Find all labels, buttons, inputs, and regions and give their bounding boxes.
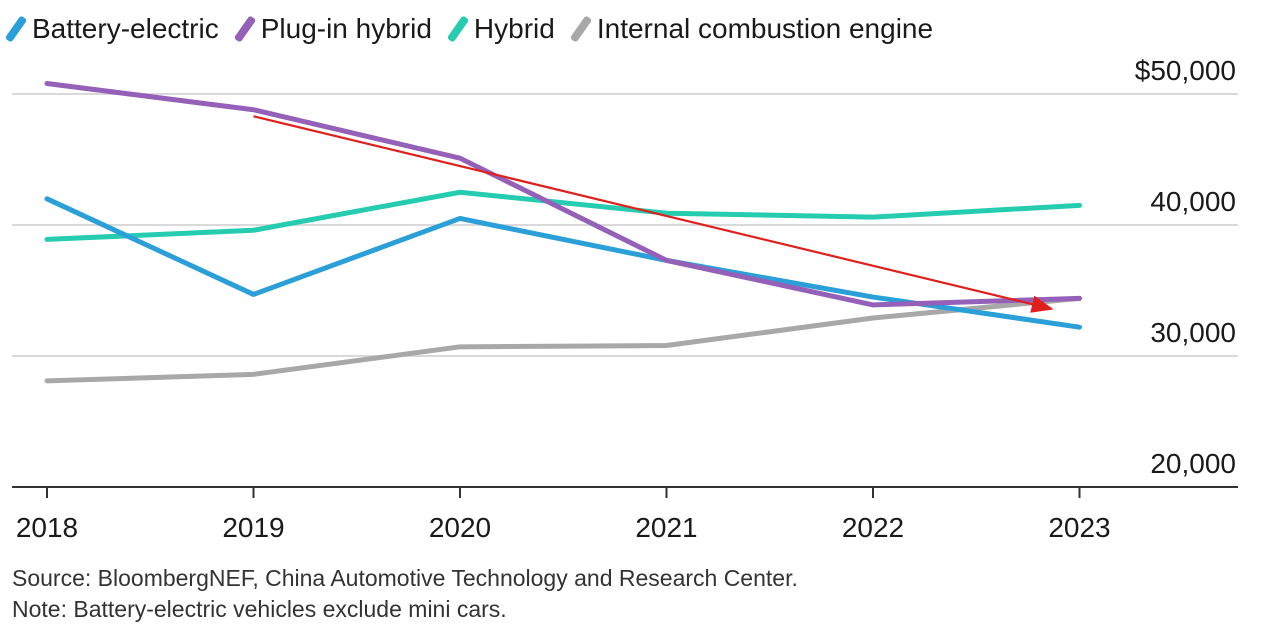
legend-item: Internal combustion engine bbox=[569, 13, 934, 45]
gridlines bbox=[12, 93, 1238, 357]
legend-item: Battery-electric bbox=[4, 13, 219, 45]
x-tick-label: 2020 bbox=[429, 512, 491, 543]
x-tick-label: 2023 bbox=[1048, 512, 1110, 543]
x-tick-label: 2022 bbox=[842, 512, 904, 543]
trend-arrow bbox=[253, 115, 1054, 313]
legend-label: Internal combustion engine bbox=[596, 13, 934, 44]
y-tick-label: 20,000 bbox=[1150, 448, 1236, 479]
footnote: Note: Battery-electric vehicles exclude … bbox=[12, 596, 507, 622]
y-tick-label: 40,000 bbox=[1150, 186, 1236, 217]
chart-notes: Source: BloombergNEF, China Automotive T… bbox=[12, 563, 798, 625]
legend-item: Plug-in hybrid bbox=[233, 13, 432, 45]
legend-label: Hybrid bbox=[473, 13, 555, 44]
legend-label: Plug-in hybrid bbox=[260, 13, 432, 44]
x-tick-label: 2021 bbox=[635, 512, 697, 543]
x-tick-label: 2018 bbox=[16, 512, 78, 543]
series-line bbox=[44, 81, 1082, 308]
series-line bbox=[44, 189, 1082, 242]
x-axis: 2018 2019 2020 2021 2022 2023 bbox=[12, 486, 1238, 543]
y-tick-label: $50,000 bbox=[1135, 55, 1236, 86]
legend-label: Battery-electric bbox=[32, 13, 219, 44]
annotation bbox=[253, 115, 1054, 313]
source-note: Source: BloombergNEF, China Automotive T… bbox=[12, 565, 798, 591]
chart-legend: Battery-electric Plug-in hybrid Hybrid Inte… bbox=[4, 8, 934, 50]
series-line bbox=[44, 295, 1082, 384]
y-axis-tick-labels: $50,000 40,000 30,000 20,000 bbox=[1135, 55, 1236, 479]
series-lines bbox=[44, 81, 1082, 384]
y-tick-label: 30,000 bbox=[1150, 317, 1236, 348]
x-tick-label: 2019 bbox=[222, 512, 284, 543]
series-line bbox=[44, 196, 1082, 330]
legend-item: Hybrid bbox=[446, 13, 555, 45]
